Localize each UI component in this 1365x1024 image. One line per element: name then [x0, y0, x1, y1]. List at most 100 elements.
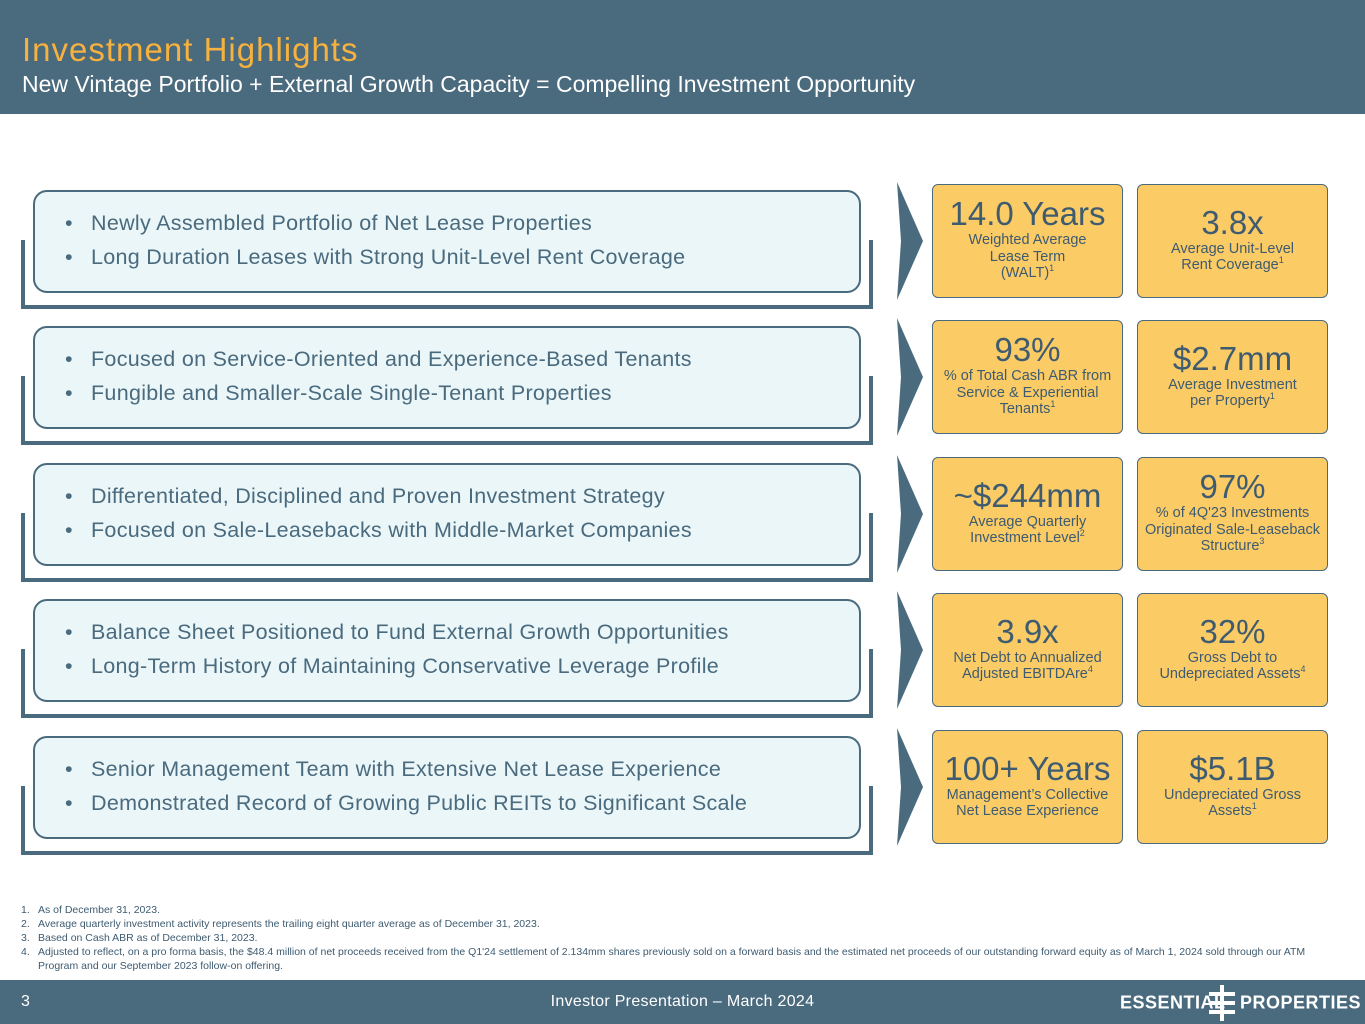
footer-title: Investor Presentation – March 2024 — [550, 993, 815, 1010]
footnote-marker: 4 — [1087, 664, 1093, 675]
chevron-right-icon — [897, 182, 923, 300]
bullet-text: Long-Term History of Maintaining Conserv… — [91, 654, 720, 678]
row-bracket — [21, 376, 873, 445]
metric-card: 3.8x Average Unit-Level Rent Coverage1 — [1137, 184, 1328, 298]
row-bracket — [21, 786, 873, 855]
metric-value: 3.8x — [1201, 203, 1264, 241]
footnote: 2. Average quarterly investment activity … — [21, 918, 540, 930]
bullet-item: • Focused on Sale-Leasebacks with Middle-… — [65, 513, 859, 547]
bullet-item: • Focused on Service-Oriented and Experie… — [65, 342, 859, 376]
metric-card: 100+ Years Management’s Collective Net Lea… — [932, 730, 1123, 844]
metric-value: $2.7mm — [1172, 339, 1293, 377]
highlight-box: • Differentiated, Disciplined and Proven … — [33, 463, 861, 566]
footnote: 3. Based on Cash ABR as of December 31, 2… — [21, 932, 258, 944]
highlight-row: • Newly Assembled Portfolio of Net Lease … — [0, 182, 1365, 309]
logo-text-left: ESSENTIAL — [1120, 991, 1226, 1013]
bullet-item: • Balance Sheet Positioned to Fund Extern… — [65, 615, 859, 649]
footnotes: 1. As of December 31, 2023. 2. Average qua… — [21, 903, 1341, 973]
bullet-text: Focused on Service-Oriented and Experien… — [91, 347, 692, 371]
footnote-marker: 2 — [1079, 528, 1085, 539]
metric-card: ~$244mm Average Quarterly Investment Level… — [932, 457, 1123, 571]
company-logo: ESSENTIAL PROPERTIES — [1120, 985, 1361, 1021]
bullet-item: • Fungible and Smaller-Scale Single-Tenan… — [65, 376, 859, 410]
metric-value: 93% — [994, 331, 1061, 369]
highlight-row: • Senior Management Team with Extensive N… — [0, 728, 1365, 855]
highlight-box: • Senior Management Team with Extensive N… — [33, 736, 861, 839]
highlight-box: • Newly Assembled Portfolio of Net Lease … — [33, 190, 861, 293]
bullet-text: Demonstrated Record of Growing Public RE… — [91, 791, 748, 815]
metric-label: Undepreciated Assets4 — [1159, 664, 1306, 682]
highlight-row: • Differentiated, Disciplined and Proven … — [0, 455, 1365, 582]
page-subtitle: New Vintage Portfolio + External Growth … — [22, 71, 916, 97]
bullet-icon: • — [65, 654, 73, 678]
metric-label: Average Unit-Level — [1170, 240, 1295, 257]
highlight-box: • Balance Sheet Positioned to Fund Extern… — [33, 599, 861, 702]
metric-label: Assets1 — [1208, 801, 1257, 819]
metric-card: 3.9x Net Debt to Annualized Adjusted EBITD… — [932, 593, 1123, 707]
highlight-row: • Balance Sheet Positioned to Fund Extern… — [0, 591, 1365, 718]
metric-card: $5.1B Undepreciated Gross Assets1 — [1137, 730, 1328, 844]
metric-label: Management’s Collective — [946, 786, 1109, 803]
header-bar: Investment Highlights New Vintage Portfo… — [0, 0, 1365, 114]
bullet-text: Newly Assembled Portfolio of Net Lease P… — [91, 211, 593, 235]
bullet-item: • Long-Term History of Maintaining Conser… — [65, 649, 859, 683]
metric-card: 14.0 Years Weighted Average Lease Term (WAL… — [932, 184, 1123, 298]
metric-label: Gross Debt to — [1187, 649, 1278, 666]
bullet-text: Senior Management Team with Extensive Ne… — [91, 757, 722, 781]
metric-label: Net Lease Experience — [956, 803, 1099, 819]
bullet-icon: • — [65, 245, 73, 269]
metric-card: $2.7mm Average Investment per Property1 — [1137, 320, 1328, 434]
metric-label: % of 4Q'23 Investments — [1155, 505, 1310, 522]
metric-label: Structure3 — [1200, 536, 1265, 555]
bullet-text: Long Duration Leases with Strong Unit-Le… — [91, 245, 686, 269]
chevron-right-icon — [897, 591, 923, 709]
footnote-marker: 1 — [1278, 255, 1284, 266]
bullet-icon: • — [65, 381, 73, 405]
metric-card: 97%% of 4Q'23 Investments Originated Sale… — [1137, 457, 1328, 571]
footnote: 4. Adjusted to reflect, on a pro forma ba… — [21, 946, 1306, 972]
metric-value: 14.0 Years — [949, 195, 1106, 233]
footnote-marker: 1 — [1049, 263, 1055, 274]
metric-card: 32% Gross Debt to Undepreciated Assets4 — [1137, 593, 1328, 707]
metric-label: per Property1 — [1190, 391, 1275, 409]
footnote-marker: 3 — [1259, 536, 1265, 547]
metric-value: ~$244mm — [953, 476, 1102, 514]
metric-label: Lease Term — [989, 248, 1066, 265]
metric-value: 3.9x — [996, 612, 1059, 650]
chevron-right-icon — [897, 728, 923, 846]
footnote-marker: 1 — [1269, 391, 1275, 402]
bullet-item: • Demonstrated Record of Growing Public R… — [65, 786, 859, 820]
metric-value: 32% — [1199, 612, 1266, 650]
highlight-row: • Focused on Service-Oriented and Experie… — [0, 318, 1365, 445]
bullet-item: • Differentiated, Disciplined and Proven … — [65, 479, 859, 513]
metric-label: Undepreciated Gross — [1163, 786, 1301, 803]
logo-mark-icon — [1209, 985, 1235, 1021]
metric-label: Weighted Average — [968, 232, 1087, 249]
logo-text-right: PROPERTIES — [1240, 991, 1362, 1013]
bullet-item: • Senior Management Team with Extensive N… — [65, 752, 859, 786]
bullet-text: Focused on Sale-Leasebacks with Middle-M… — [91, 518, 692, 542]
metric-value: $5.1B — [1189, 749, 1276, 787]
chevron-right-icon — [897, 318, 923, 436]
bullet-text: Balance Sheet Positioned to Fund Externa… — [91, 620, 729, 644]
row-bracket — [21, 513, 873, 582]
metric-label: Investment Level2 — [970, 528, 1085, 546]
bullet-icon: • — [65, 484, 73, 508]
page-title: Investment Highlights — [22, 31, 359, 68]
chevron-right-icon — [897, 455, 923, 573]
bullet-item: • Newly Assembled Portfolio of Net Lease … — [65, 206, 859, 240]
metric-label: Rent Coverage1 — [1181, 255, 1284, 273]
metric-label: Adjusted EBITDAre4 — [962, 664, 1093, 682]
bullet-icon: • — [65, 211, 73, 235]
metric-label: Average Investment — [1168, 376, 1297, 393]
metric-label: Net Debt to Annualized — [953, 649, 1102, 666]
footnote-marker: 4 — [1300, 664, 1306, 675]
highlight-box: • Focused on Service-Oriented and Experie… — [33, 326, 861, 429]
row-bracket — [21, 649, 873, 718]
bullet-item: • Long Duration Leases with Strong Unit-L… — [65, 240, 859, 274]
footnote-marker: 1 — [1251, 801, 1257, 812]
footnote: 1. As of December 31, 2023. — [21, 904, 160, 916]
metric-value: 97% — [1199, 468, 1266, 506]
bullet-text: Fungible and Smaller-Scale Single-Tenant… — [91, 381, 612, 405]
bullet-icon: • — [65, 620, 73, 644]
